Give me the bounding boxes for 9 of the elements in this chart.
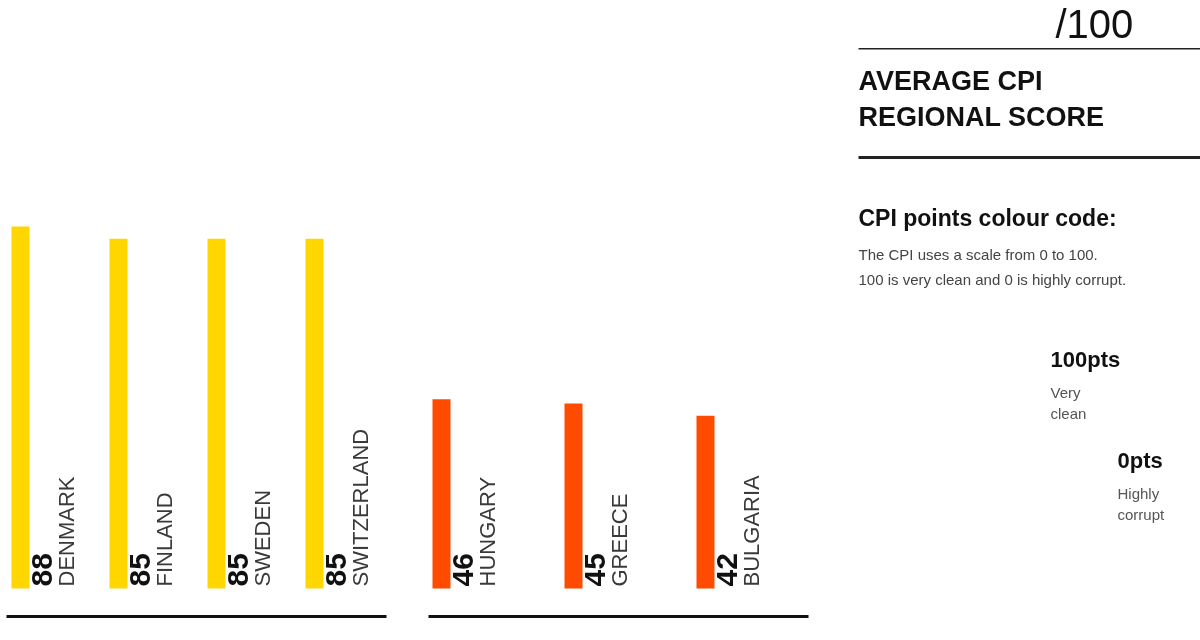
text: /100	[1055, 2, 1134, 47]
text: 100 is very clean and 0 is highly corrupt.	[858, 270, 1127, 288]
text: 0pts	[1117, 448, 1163, 474]
text: The CPI uses a scale from 0 to 100.	[858, 245, 1098, 263]
text: CPI points colour code:	[858, 204, 1117, 231]
text: AVERAGE CPI REGIONAL SCORE	[858, 65, 1105, 132]
text: Very clean	[1050, 383, 1087, 422]
text: Highly corrupt	[1117, 484, 1166, 523]
text: 100pts	[1050, 347, 1121, 372]
